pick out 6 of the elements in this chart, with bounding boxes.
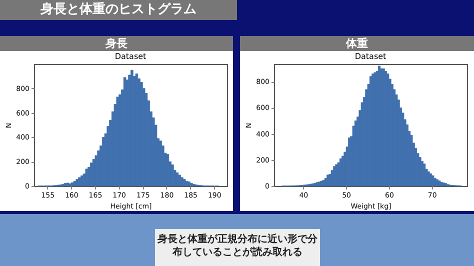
text: 身長と体重が正規分布に近い形で分布していることが読み取れる	[155, 229, 320, 266]
chart-title: 身長	[0, 36, 233, 51]
text: 身長と体重のヒストグラム	[0, 0, 237, 20]
chart-title: 体重	[240, 36, 474, 51]
chart-subtitle: Dataset	[114, 52, 146, 61]
chart-subtitle: Dataset	[354, 52, 386, 61]
